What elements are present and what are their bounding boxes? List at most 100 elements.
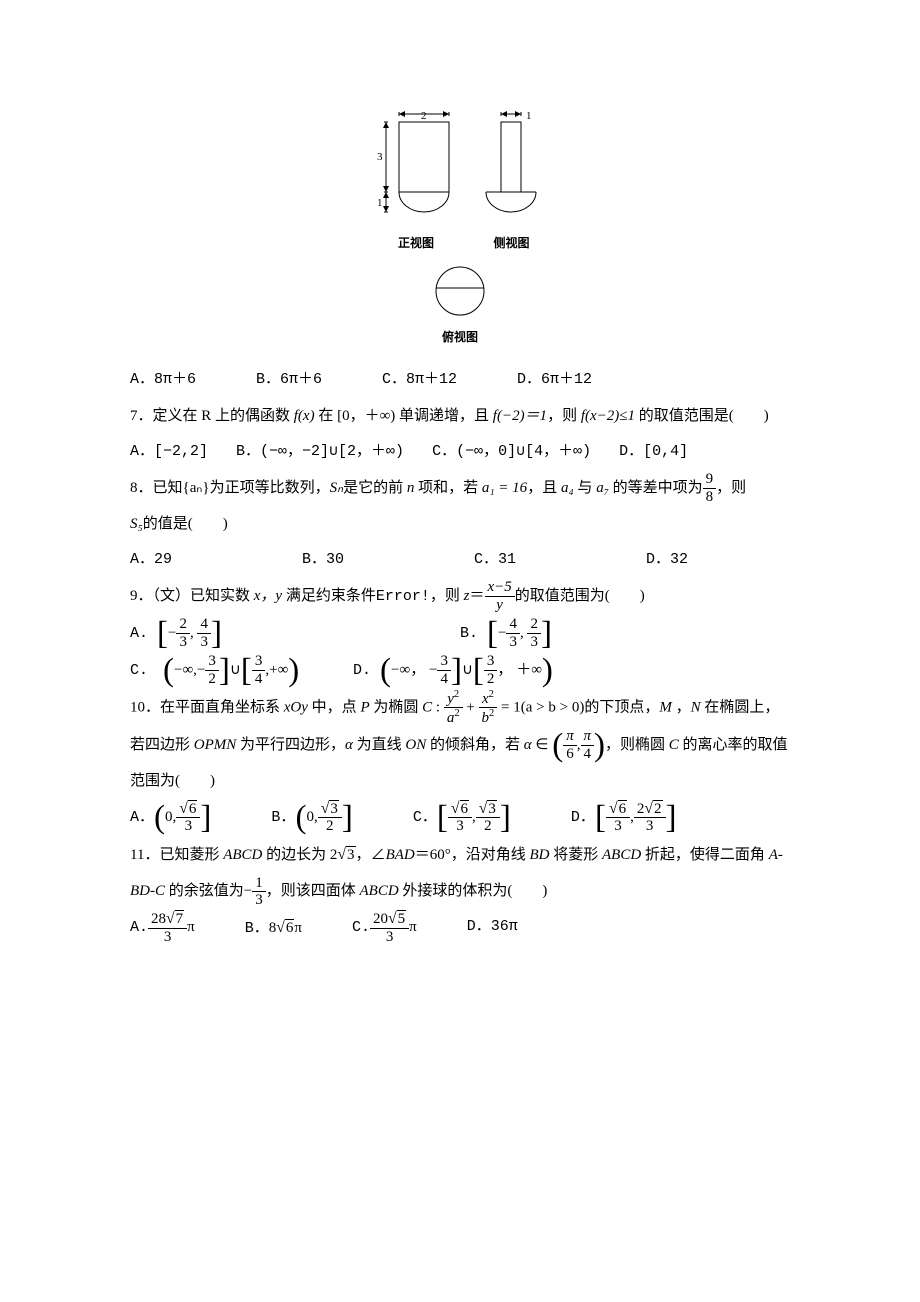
front-h2-label: 1 [377, 197, 383, 209]
front-h1-label: 3 [377, 151, 383, 163]
q8-option-B: B．30 [302, 542, 344, 578]
q11A-r: 7 [175, 910, 185, 927]
q11-r3: 3 [346, 846, 356, 863]
q9B-d2: 3 [527, 634, 541, 651]
q11-options: A.2873π B．86π C.2053π D．36π [130, 909, 790, 947]
q8-option-D: D．32 [646, 542, 688, 578]
side-view: 1 侧视图 [477, 110, 547, 258]
q10-g: 为平行四边形， [236, 737, 345, 753]
q10-6: 6 [563, 746, 577, 763]
q9-stem: 9．（文）已知实数 x，y 满足约束条件Error!，则 z＝x−5y的取值范围… [130, 578, 790, 615]
q8-frac: 98 [703, 471, 717, 505]
q11-option-C: C.2053π [352, 909, 417, 947]
q11-e: 将菱形 [549, 847, 602, 863]
q9-c: ，则 [430, 588, 464, 604]
q10-alpha2: α [524, 737, 532, 753]
q9-a: 9．（文）已知实数 [130, 588, 254, 604]
q10-4: 4 [581, 746, 595, 763]
q9-option-D: D. (−∞， −34]∪[32， ＋∞) [353, 652, 553, 689]
q8-option-A: A．29 [130, 542, 172, 578]
q9D-c1: ， [410, 662, 425, 678]
q11A-pre: A. [130, 919, 148, 936]
q7-text-d: 的取值范围是( ) [635, 408, 769, 424]
q9D-c2: ， [497, 662, 512, 678]
q10C-r1: 6 [460, 800, 470, 817]
q10B-0: 0, [306, 809, 317, 825]
q9B-pre: B. [460, 625, 487, 642]
q11-BAD: BAD [386, 847, 415, 863]
q9-eq: ＝ [469, 588, 484, 604]
q8-f: 与 [574, 480, 597, 496]
q10-option-C: C．[63,32] [413, 799, 511, 836]
q10-option-D: D．[63,223] [571, 799, 677, 836]
q10-C2: C [669, 737, 679, 753]
q11-i: 外接球的体积为( ) [399, 883, 548, 899]
q9D-pre: D. [353, 662, 380, 679]
q10-a: 10．在平面直角坐标系 [130, 699, 284, 715]
q8-stem2: S₅的值是( ) [130, 506, 790, 542]
q8-i: 的值是( ) [143, 516, 228, 532]
q10B-den: 2 [318, 818, 342, 835]
front-w-label: 2 [421, 110, 427, 122]
q9D-d2: 2 [484, 671, 498, 688]
q10-colon: : [432, 699, 444, 715]
q11C-r: 5 [397, 910, 407, 927]
q10-xOy: xOy [284, 699, 308, 715]
q11-cd: 3 [252, 892, 266, 909]
q10D-r2: 2 [653, 800, 663, 817]
q9-b: 满足约束条件 [282, 588, 376, 604]
q11-b: 的边长为 [262, 847, 330, 863]
q7-option-D: D．[0,4] [619, 434, 688, 470]
q8-Sn: Sₙ [330, 480, 343, 496]
q10B-rad: 3 [329, 800, 339, 817]
q8-options: A．29 B．30 C．31 D．32 [130, 542, 790, 578]
q11-cn: 1 [252, 875, 266, 893]
q9A-d2: 3 [197, 634, 211, 651]
q10D-d2: 3 [634, 818, 666, 835]
q9D-d1: 4 [437, 671, 451, 688]
q10-OPMN: OPMN [194, 737, 237, 753]
q10D-d1: 3 [606, 818, 630, 835]
q9-frac-num: x−5 [485, 579, 515, 597]
q9-option-C: C. (−∞,−32]∪[34,+∞) [130, 652, 299, 689]
q9-err: Error! [376, 588, 430, 605]
q8-option-C: C．31 [474, 542, 516, 578]
q9D-n2: 3 [484, 653, 498, 671]
q10-in: ∈ [532, 737, 553, 753]
q8-a: 8．已知 [130, 480, 183, 496]
q10A-0: 0, [165, 809, 176, 825]
q10-d: 的下顶点， [584, 699, 659, 715]
three-views-figure: 2 3 1 正视图 [130, 110, 790, 352]
q8-an: {aₙ} [183, 480, 210, 496]
q8-a4: a₄ [561, 480, 574, 496]
q10-option-B: B．(0,32] [271, 799, 352, 836]
q9-options-row2: C. (−∞,−32]∪[34,+∞) D. (−∞， −34]∪[32， ＋∞… [130, 652, 790, 689]
q8-e: ，且 [527, 480, 561, 496]
q7-text-b: 在 [0，＋∞) 单调递增，且 [315, 408, 493, 424]
side-view-svg: 1 [477, 110, 547, 225]
q7-text-c: ，则 [547, 408, 581, 424]
q11-option-A: A.2873π [130, 909, 195, 947]
q9-frac-den: y [485, 597, 515, 614]
q9A-n2: 4 [197, 616, 211, 634]
q11A-d: 3 [148, 929, 187, 946]
q8-a7: a₇ [596, 480, 609, 496]
q10-b2: b [482, 710, 490, 726]
q9A-pre: A. [130, 625, 157, 642]
q9-option-B: B. [−43, 23] [460, 615, 790, 652]
q10-N: N [691, 699, 701, 715]
q10-pi2: π [581, 728, 595, 746]
q10C-d2: 2 [476, 818, 500, 835]
q11-stem: 11．已知菱形 ABCD 的边长为 23，∠BAD＝60°，沿对角线 BD 将菱… [130, 836, 790, 910]
q10-options: A．(0,63] B．(0,32] C．[63,32] D．[63,223] [130, 799, 790, 836]
q11B-pre: B． [245, 920, 269, 937]
q9C-d1: 2 [205, 671, 219, 688]
q10D-c2: 2 [637, 801, 645, 817]
side-view-label: 侧视图 [493, 229, 529, 258]
q10-ON: ON [405, 737, 426, 753]
q10D-pre: D． [571, 809, 595, 826]
q9B-d1: 3 [506, 634, 520, 651]
q10-h: 为直线 [353, 737, 406, 753]
q10-x: x [482, 691, 489, 707]
q11-ABCD2: ABCD [602, 847, 641, 863]
